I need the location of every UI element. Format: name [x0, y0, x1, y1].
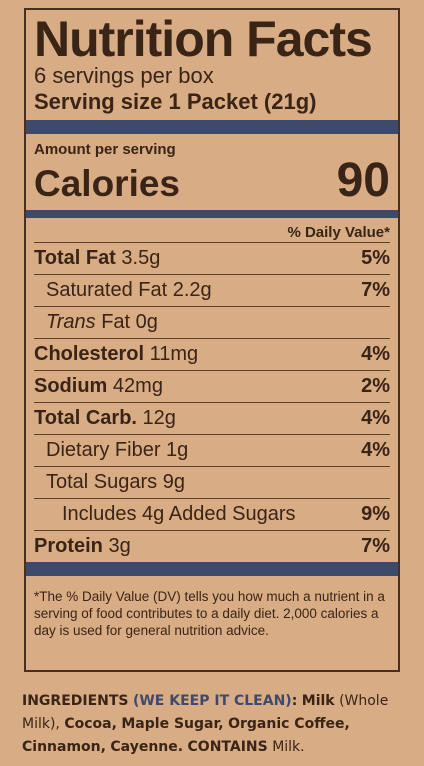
ingredients-text: INGREDIENTS (WE KEEP IT CLEAN): Milk (Wh…	[22, 693, 389, 755]
row-trans-fat: Trans Fat 0g	[34, 306, 390, 338]
nutrient-name: Total Carb.	[34, 407, 137, 429]
daily-value-header: % Daily Value*	[287, 224, 390, 241]
nutrient-amount: 3.5g	[121, 247, 161, 269]
amount-per-serving: Amount per serving	[34, 141, 176, 158]
ingredient-cayenne: Cayenne.	[110, 739, 184, 755]
nutrient-amount: 3g	[108, 535, 131, 557]
row-saturated-fat: Saturated Fat 2.2g 7%	[34, 274, 390, 306]
calories-label: Calories	[34, 163, 181, 204]
divider-bottom	[26, 562, 398, 576]
nutrient-dv: 9%	[361, 503, 390, 525]
nutrient-amount: 9g	[162, 471, 185, 493]
nutrient-name: Fat	[101, 311, 131, 333]
nutrient-dv: 7%	[361, 279, 390, 301]
nutrient-name-italic: Trans	[46, 311, 96, 333]
servings-per-box: 6 servings per box	[34, 63, 214, 88]
row-total-fat: Total Fat 3.5g 5%	[34, 242, 390, 274]
nutrient-amount: 2.2g	[172, 279, 212, 301]
contains-value: Milk.	[272, 739, 305, 755]
nutrient-dv: 4%	[361, 439, 390, 461]
nutrient-name: Cholesterol	[34, 343, 145, 365]
nutrition-facts-panel: Nutrition Facts 6 servings per box Servi…	[24, 8, 400, 672]
ingredient-cocoa: Cocoa,	[64, 716, 117, 732]
row-cholesterol: Cholesterol 11mg 4%	[34, 338, 390, 370]
nutrient-amount: 1g	[166, 439, 189, 461]
serving-size: Serving size 1 Packet (21g)	[34, 89, 317, 114]
nutrient-amount: 11mg	[149, 343, 199, 365]
row-protein: Protein 3g 7%	[34, 530, 390, 562]
nutrient-name: Sodium	[34, 375, 108, 397]
nutrient-dv: 4%	[361, 343, 390, 365]
nutrient-dv: 2%	[361, 375, 390, 397]
nutrient-name: Total Fat	[34, 247, 116, 269]
row-dietary-fiber: Dietary Fiber 1g 4%	[34, 434, 390, 466]
nutrient-name: Saturated Fat	[46, 279, 168, 301]
divider-thick	[26, 120, 398, 134]
row-total-carb: Total Carb. 12g 4%	[34, 402, 390, 434]
nutrient-name: Includes 4g Added Sugars	[62, 503, 296, 525]
nutrient-amount: 12g	[142, 407, 176, 429]
calories-value: 90	[336, 154, 390, 207]
calories-row: Calories 90	[34, 154, 390, 207]
divider-medium	[26, 210, 398, 218]
ingredient-cinnamon: Cinnamon,	[22, 739, 106, 755]
ingredients-tagline: (WE KEEP IT CLEAN)	[132, 693, 292, 709]
nutrient-name: Dietary Fiber	[46, 439, 161, 461]
row-total-sugars: Total Sugars 9g	[34, 466, 390, 498]
daily-value-footnote: *The % Daily Value (DV) tells you how mu…	[34, 589, 385, 638]
nutrition-title: Nutrition Facts	[34, 11, 373, 67]
nutrient-dv: 5%	[361, 247, 390, 269]
ingredient-organic-coffee: Organic Coffee,	[228, 716, 350, 732]
nutrient-dv: 4%	[361, 407, 390, 429]
ingredient-milk-note: (Whole Milk),	[22, 693, 389, 732]
ingredient-milk: Milk	[301, 693, 335, 709]
nutrient-amount: 0g	[135, 311, 158, 333]
nutrient-amount: 42mg	[112, 375, 163, 397]
row-added-sugars: Includes 4g Added Sugars 9%	[34, 498, 390, 530]
ingredients-label: INGREDIENTS	[22, 693, 129, 709]
nutrient-dv: 7%	[361, 535, 390, 557]
ingredient-maple-sugar: Maple Sugar,	[121, 716, 224, 732]
nutrient-name: Protein	[34, 535, 103, 557]
contains-label: CONTAINS	[187, 739, 268, 755]
row-sodium: Sodium 42mg 2%	[34, 370, 390, 402]
nutrient-name: Total Sugars	[46, 471, 158, 493]
